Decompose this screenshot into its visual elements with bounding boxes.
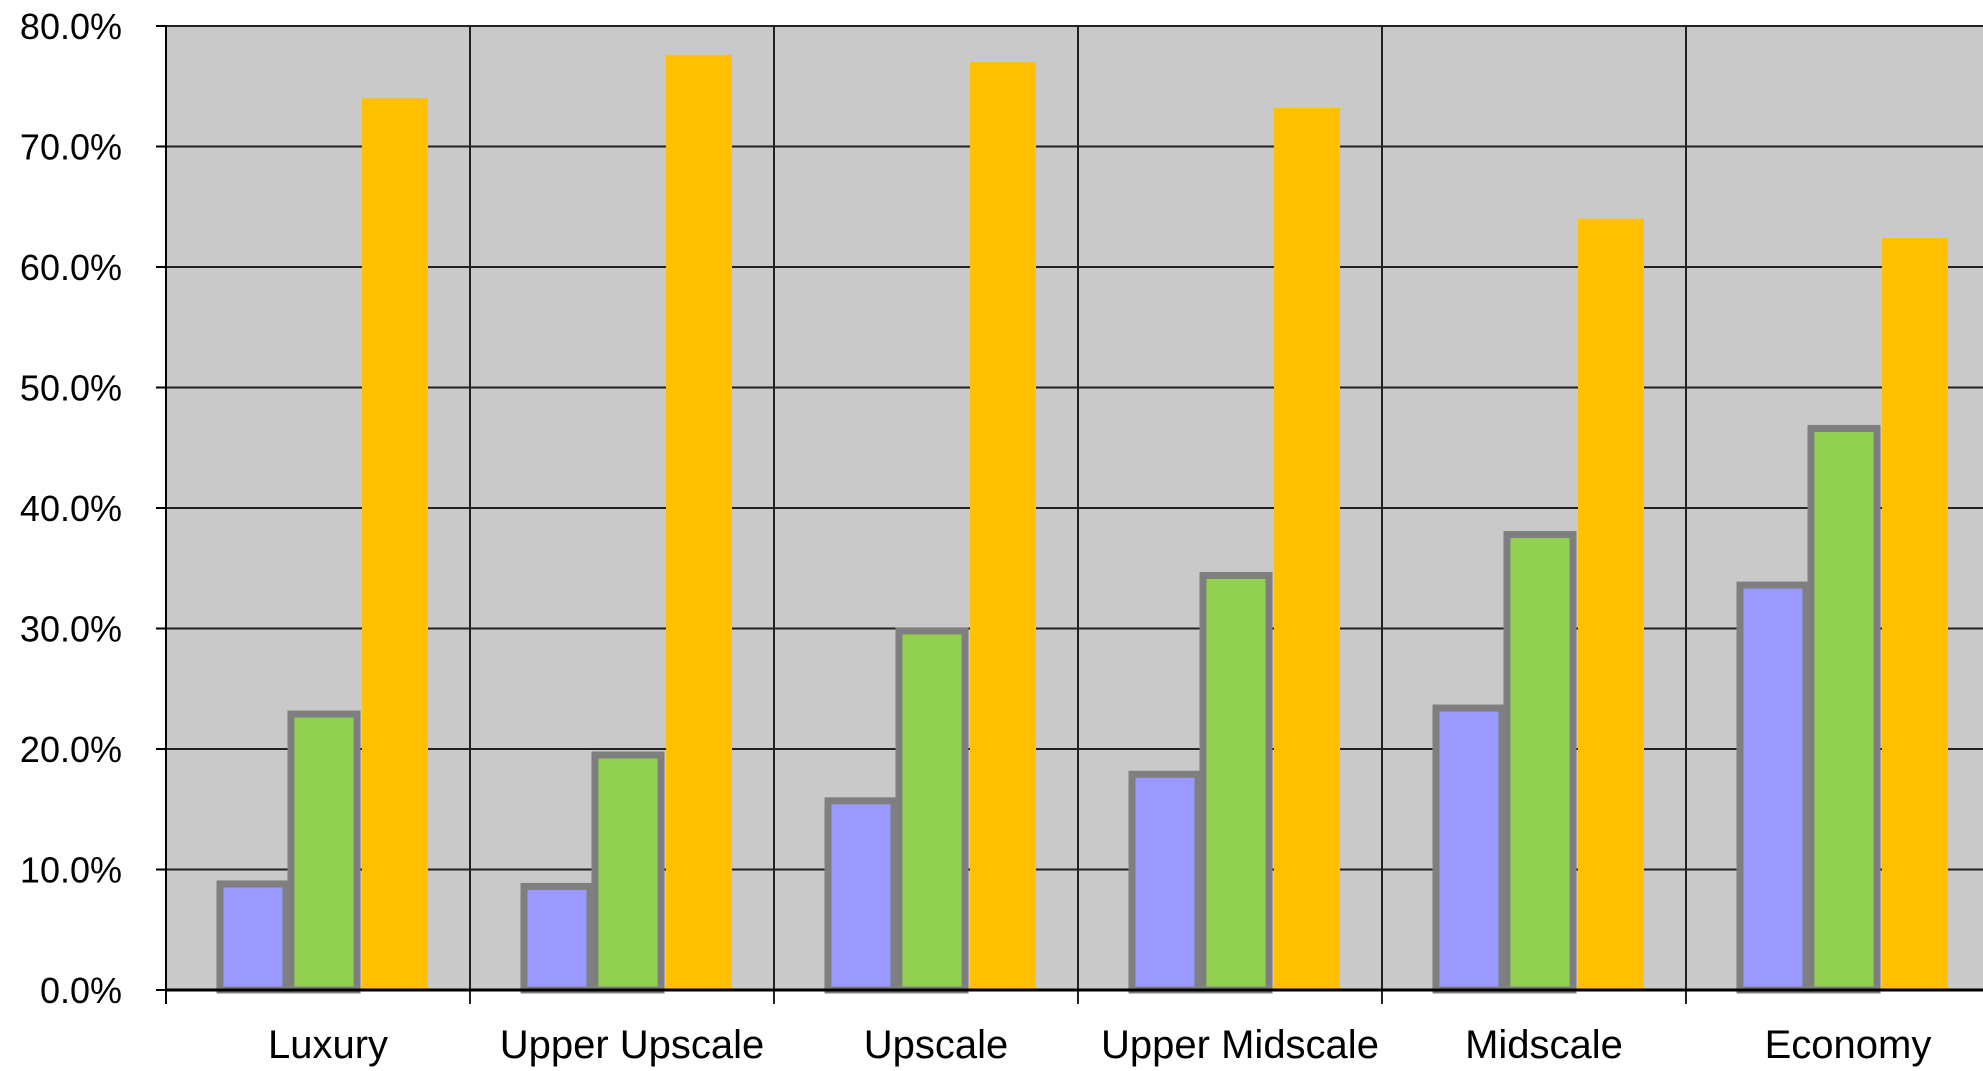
x-category-label: Upscale: [864, 1023, 1009, 1067]
bar: [666, 54, 732, 991]
bars: [216, 54, 1948, 994]
axes: [156, 25, 1983, 1004]
bar: [287, 710, 361, 994]
bar: [1736, 581, 1810, 994]
x-category-label: Midscale: [1465, 1023, 1623, 1067]
bar: [520, 882, 594, 994]
bar: [1807, 424, 1881, 994]
y-tick-label: 30.0%: [20, 609, 122, 650]
x-category-label: Upper Midscale: [1101, 1023, 1379, 1067]
bar: [1503, 531, 1577, 994]
bar: [362, 98, 428, 991]
y-tick-label: 10.0%: [20, 850, 122, 891]
bar: [1274, 107, 1340, 990]
y-tick-label: 80.0%: [20, 6, 122, 47]
bar: [1199, 571, 1273, 994]
y-tick-label: 40.0%: [20, 488, 122, 529]
x-category-label: Luxury: [268, 1023, 388, 1067]
bar: [1882, 238, 1948, 990]
y-tick-label: 60.0%: [20, 247, 122, 288]
bar: [1578, 218, 1644, 991]
y-tick-label: 20.0%: [20, 729, 122, 770]
bar: [1432, 704, 1506, 994]
bar: [895, 627, 969, 994]
bar: [970, 62, 1036, 990]
bar: [1128, 770, 1202, 994]
x-category-label: Economy: [1765, 1023, 1932, 1067]
y-tick-label: 50.0%: [20, 368, 122, 409]
x-category-label: Upper Upscale: [500, 1023, 765, 1067]
bar: [591, 751, 665, 994]
y-tick-label: 0.0%: [40, 970, 122, 1011]
bar: [824, 797, 898, 994]
gridlines: [166, 25, 1983, 1004]
bar: [216, 880, 290, 994]
labels: 0.0% 10.0% 20.0% 30.0% 40.0% 50.0% 60.0% 70.0% 8…: [20, 6, 1931, 1067]
y-tick-label: 70.0%: [20, 127, 122, 168]
